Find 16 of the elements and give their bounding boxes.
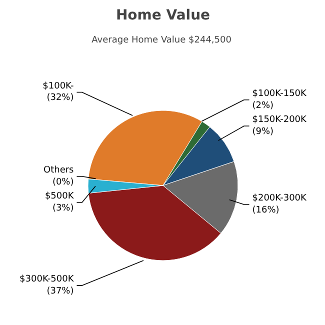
slice-label: $100K-150K [252,89,308,100]
slice-label: $300K-500K [20,274,75,285]
data-label: (9%) [252,126,274,137]
data-label: (16%) [252,205,280,216]
slice-label: $500K [44,192,75,202]
category-label: Others [44,166,74,176]
text: (0%) [52,177,74,188]
chart-title: Home Value [116,8,210,24]
slice-label: $100K- [42,81,74,92]
data-label: (32%) [46,93,74,104]
slice-label: $200K-300K [252,194,308,204]
slice-label: $150K-200K [252,115,308,126]
data-label: (2%) [252,100,274,111]
data-label: (37%) [46,286,74,296]
data-label: (3%) [52,203,74,214]
chart-subtitle: Average Home Value $244,500 [92,36,232,46]
